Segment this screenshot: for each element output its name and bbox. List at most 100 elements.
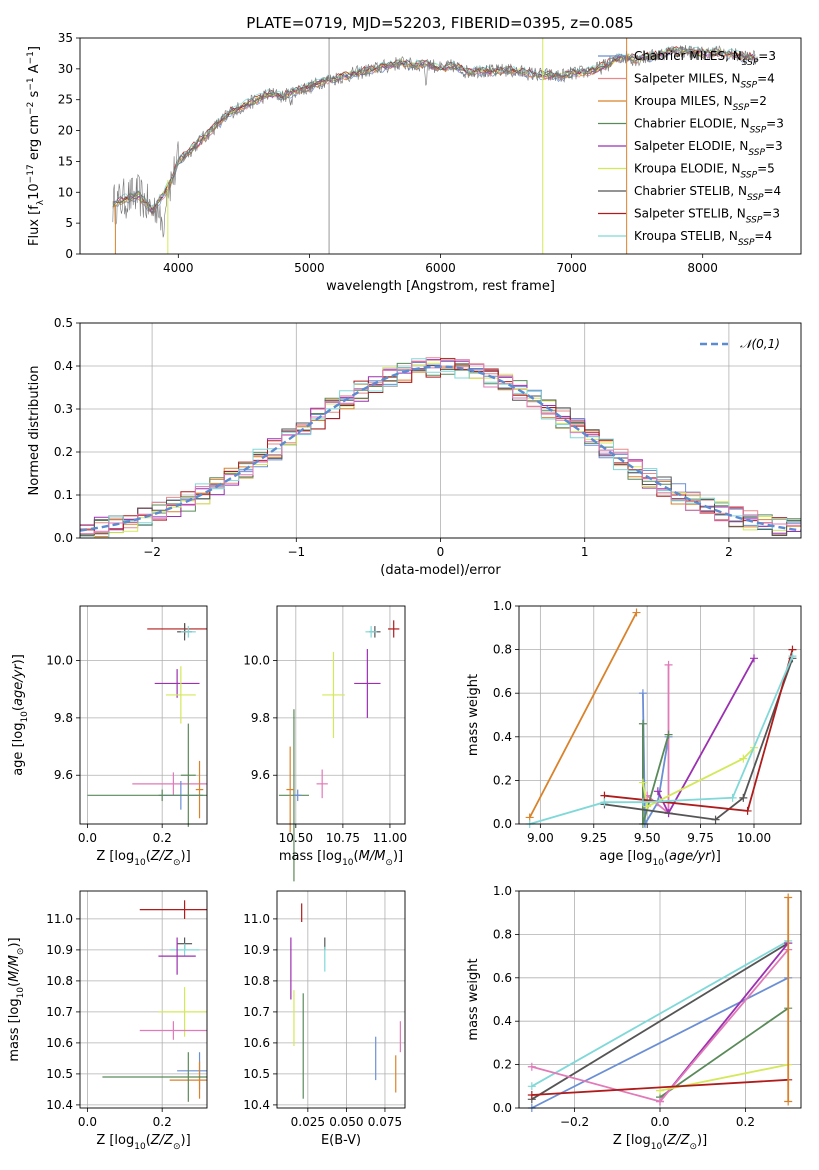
x-tick-label: 9.00 bbox=[527, 831, 554, 845]
label-part: 10 bbox=[342, 858, 354, 868]
x-axis-label: age [log10(age/yr)] bbox=[599, 849, 721, 868]
y-tick-label: 9.6 bbox=[251, 768, 270, 782]
weight-line bbox=[642, 693, 670, 828]
label-part: age/yr bbox=[11, 663, 26, 706]
x-axis-label: Z [log10(Z/Z⊙)] bbox=[96, 849, 190, 868]
x-tick-label: 0.0 bbox=[650, 1115, 669, 1129]
x-tick-label: 4000 bbox=[163, 261, 194, 275]
y-tick-label: 0.6 bbox=[493, 686, 512, 700]
weight-line bbox=[659, 1007, 789, 1098]
y-tick-label: 10.8 bbox=[46, 974, 73, 988]
x-tick-label: −0.2 bbox=[560, 1115, 589, 1129]
plus-marker bbox=[527, 1090, 536, 1099]
label-part: Z/Z bbox=[150, 849, 174, 864]
axes-frame bbox=[276, 890, 406, 1109]
axes-frame bbox=[518, 890, 802, 1109]
weight-line bbox=[642, 747, 755, 808]
label-part: Chabrier STELIB, N bbox=[634, 184, 747, 198]
y-tick-label: 10.6 bbox=[46, 1036, 73, 1050]
x-tick-label: 0.075 bbox=[368, 1115, 402, 1129]
label-part: =3 bbox=[762, 207, 780, 221]
x-tick-label: 7000 bbox=[556, 261, 587, 275]
label-part: Z/Z bbox=[666, 1133, 690, 1148]
label-part: Chabrier ELODIE, N bbox=[634, 117, 750, 131]
label-part: )] bbox=[181, 1133, 191, 1148]
label-part: A bbox=[27, 64, 42, 77]
plot-area-spectrum bbox=[112, 38, 758, 254]
label-part: Salpeter ELODIE, N bbox=[634, 139, 748, 153]
y-tick-label: 10.4 bbox=[243, 1098, 270, 1112]
axes-frame bbox=[79, 322, 802, 539]
panel-age_vs_Z: 0.0 0.29.69.810.0Z [log10(Z/Z⊙)]age [log1… bbox=[11, 605, 208, 868]
label-part: ⊙ bbox=[173, 858, 181, 868]
x-tick-label: 1 bbox=[581, 545, 589, 559]
label-part: 10 bbox=[134, 1142, 146, 1152]
label-part: 10 bbox=[20, 711, 30, 723]
panel-weight_vs_Z: −0.2 0.0 0.2 0.0 0.2 0.4 0.6 0.8 1.0 Z [log10(Z/Z… bbox=[466, 884, 802, 1152]
label-part: =3 bbox=[765, 139, 783, 153]
y-tick-label: 0.0 bbox=[493, 817, 512, 831]
y-tick-label: 9.8 bbox=[251, 711, 270, 725]
y-tick-label: 10.0 bbox=[46, 654, 73, 668]
plot-area-weight_vs_age bbox=[525, 608, 797, 828]
weight-line bbox=[604, 649, 794, 812]
plot-area-age_vs_Z bbox=[87, 623, 207, 827]
label-part: Z [log bbox=[96, 849, 134, 864]
y-tick-label: 0.4 bbox=[493, 1014, 512, 1028]
x-axis-label: (data-model)/error bbox=[380, 563, 501, 578]
label-part: Kroupa ELODIE, N bbox=[634, 162, 741, 176]
y-tick-label: 11.0 bbox=[243, 912, 270, 926]
x-tick-label: −1 bbox=[287, 545, 305, 559]
y-tick-label: 0.2 bbox=[493, 1058, 512, 1072]
legend-entry: Chabrier ELODIE, NSSP=3 bbox=[634, 117, 784, 136]
plot-area-mass_vs_Z bbox=[102, 900, 207, 1102]
x-tick-label: −2 bbox=[143, 545, 161, 559]
x-tick-label: 0.0 bbox=[78, 831, 97, 845]
y-tick-label: 0.1 bbox=[54, 488, 73, 502]
spectrum-title-shadow: PLATE=0719, MJD=52203, FIBERID=0395, z=0… bbox=[246, 14, 633, 32]
weight-line bbox=[531, 942, 789, 1101]
label-part: Flux [f bbox=[27, 205, 42, 246]
label-part: )] bbox=[393, 849, 403, 864]
label-part: 10 bbox=[652, 858, 664, 868]
y-tick-label: 0.2 bbox=[54, 445, 73, 459]
legend-entry: Kroupa MILES, NSSP=2 bbox=[634, 94, 767, 113]
plus-marker bbox=[788, 652, 797, 661]
y-tick-label: 10.9 bbox=[243, 943, 270, 957]
panel-mass_vs_Z: 0.0 0.2 10.4 10.5 10.6 10.7 10.8 10.9 11.0 Z [log… bbox=[7, 890, 208, 1152]
label-part: SSP bbox=[741, 171, 758, 181]
label-part: erg cm bbox=[27, 115, 42, 164]
legend-entry: Salpeter STELIB, NSSP=3 bbox=[634, 207, 780, 226]
legend-entry: 𝒩(0,1) bbox=[740, 337, 780, 351]
weight-line bbox=[604, 658, 794, 821]
x-tick-label: 6000 bbox=[425, 261, 456, 275]
label-part: Kroupa MILES, N bbox=[634, 94, 733, 108]
figure-title: PLATE=0719, MJD=52203, FIBERID=0395, z=0… bbox=[246, 14, 633, 32]
weight-line bbox=[531, 940, 789, 1088]
label-part: )] bbox=[7, 937, 22, 947]
label-part: −1 bbox=[26, 77, 36, 90]
label-part: =2 bbox=[749, 94, 767, 108]
label-part: 10 bbox=[27, 183, 42, 200]
x-tick-label: 11.00 bbox=[373, 831, 407, 845]
label-part: Salpeter MILES, N bbox=[634, 72, 741, 86]
y-axis-label: mass weight bbox=[466, 674, 481, 756]
label-part: Z/Z bbox=[150, 1133, 174, 1148]
label-part: ( bbox=[7, 982, 22, 987]
label-part: =4 bbox=[754, 229, 772, 243]
y-tick-label: 0.8 bbox=[493, 927, 512, 941]
label-part: SSP bbox=[738, 238, 755, 248]
y-axis-label: age [log10(age/yr)] bbox=[11, 654, 30, 776]
panel-mass_vs_EBV: 0.025 0.050 0.075 10.4 10.5 10.6 10.7 10.8 10.9 1… bbox=[243, 890, 406, 1148]
label-part: s bbox=[27, 90, 42, 101]
axes-frame bbox=[276, 605, 406, 825]
plot-area-weight_vs_Z bbox=[527, 893, 793, 1112]
legend-entry: Salpeter MILES, NSSP=4 bbox=[634, 72, 775, 91]
label-part: 10 bbox=[16, 987, 26, 999]
label-part: −2 bbox=[26, 102, 36, 115]
y-tick-label: 35 bbox=[58, 31, 73, 45]
y-tick-label: 10.7 bbox=[46, 1005, 73, 1019]
panel-age_vs_mass: 10.50 10.75 11.00 9.6 9.8 10.0 mass [log10(M/M… bbox=[243, 605, 407, 882]
y-tick-label: 0.4 bbox=[54, 359, 73, 373]
